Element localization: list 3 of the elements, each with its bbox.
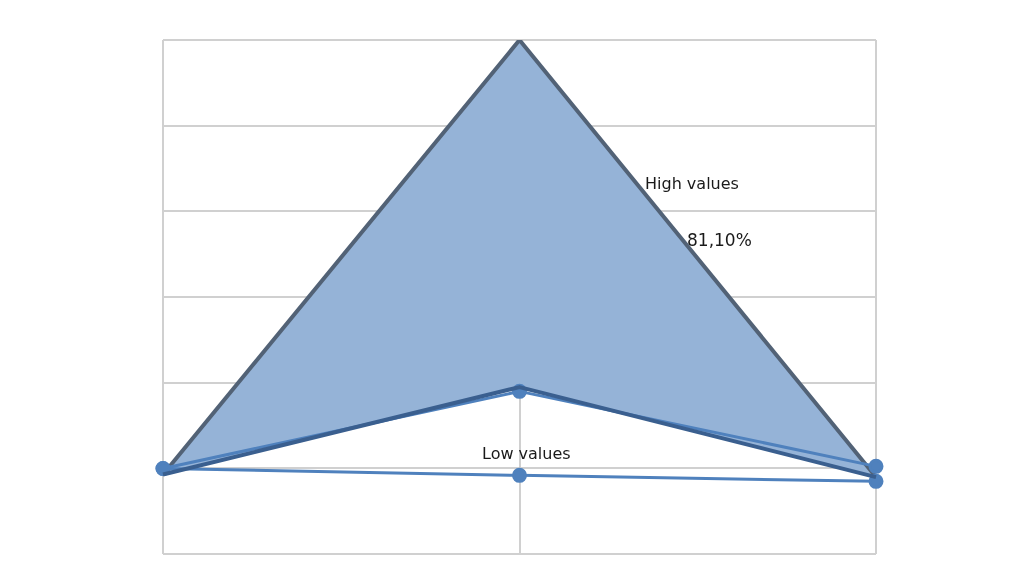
annotation: Low values xyxy=(482,444,571,464)
annotation: 81,10% xyxy=(687,230,752,251)
annotation: High values xyxy=(645,174,739,194)
